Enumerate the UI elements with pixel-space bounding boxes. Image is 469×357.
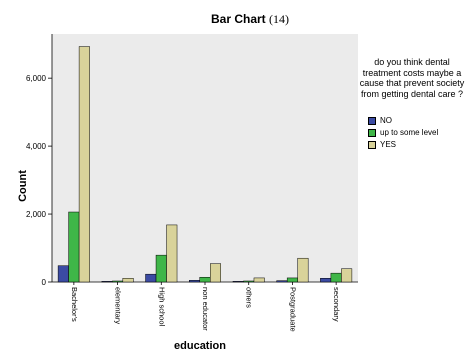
y-tick-label: 0 (42, 278, 47, 287)
bar (101, 281, 113, 283)
chart-title-number: (14) (269, 12, 290, 26)
bar (199, 276, 211, 283)
legend-swatch (368, 141, 376, 149)
bar (320, 278, 332, 283)
bar (189, 280, 200, 283)
x-tick-label: Postgraduate (288, 287, 297, 332)
chart-title: Bar Chart (14) (150, 12, 350, 27)
plot-background (52, 34, 358, 282)
bar (330, 272, 342, 283)
y-tick-label: 2,000 (26, 210, 47, 219)
x-tick-label: Bachelor's (70, 287, 79, 322)
x-tick-label: secondary (332, 287, 341, 322)
bar (57, 265, 69, 283)
legend-title: do you think dental treatment costs mayb… (359, 57, 465, 99)
bar (276, 280, 288, 283)
legend-label: up to some level (380, 128, 439, 137)
bar (68, 211, 80, 283)
x-tick-label: non educator (201, 287, 210, 331)
y-tick-label: 4,000 (26, 142, 47, 151)
legend-swatch (368, 117, 376, 125)
bar (78, 46, 90, 283)
y-tick-label: 6,000 (26, 74, 47, 83)
legend-swatch (368, 129, 376, 137)
legend-label: NO (380, 116, 392, 125)
bar (145, 273, 157, 283)
bar (253, 277, 265, 283)
chart-title-text: Bar Chart (210, 12, 266, 26)
bar (166, 224, 178, 283)
bar (112, 280, 124, 283)
x-tick-label: elementary (114, 287, 123, 324)
bar (210, 263, 221, 283)
bar (122, 278, 134, 283)
x-tick-label: others (245, 287, 254, 308)
bar (155, 254, 167, 283)
legend-label: YES (380, 140, 397, 149)
bar (232, 281, 244, 283)
bar (243, 280, 255, 283)
x-tick-label: High school (157, 287, 166, 327)
bar (297, 257, 309, 283)
bar (286, 277, 298, 283)
x-axis-title: education (174, 340, 226, 352)
bar (341, 268, 353, 283)
